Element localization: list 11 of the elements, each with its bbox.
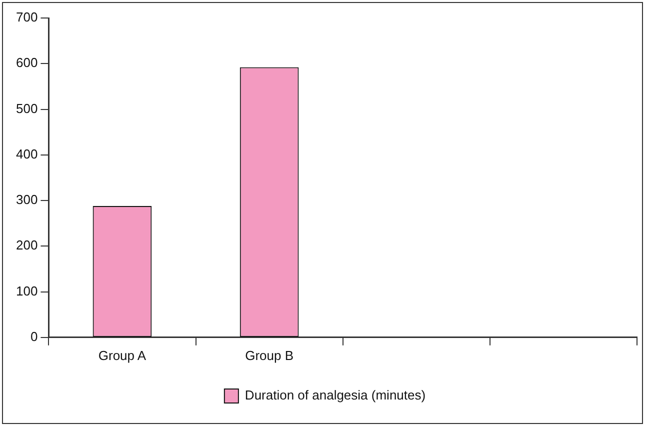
y-tick-label: 100 — [16, 283, 38, 298]
legend-label: Duration of analgesia (minutes) — [244, 388, 426, 403]
x-tick-label: Group B — [245, 348, 294, 363]
x-tick-label: Group A — [98, 348, 146, 363]
y-tick-label: 0 — [30, 328, 38, 344]
y-tick-label: 400 — [16, 146, 38, 162]
y-tick-label: 300 — [16, 192, 38, 208]
y-tick-label: 600 — [16, 55, 38, 70]
y-tick-label: 700 — [16, 10, 38, 25]
y-tick-label: 500 — [16, 100, 38, 116]
y-tick-label: 200 — [16, 238, 38, 253]
